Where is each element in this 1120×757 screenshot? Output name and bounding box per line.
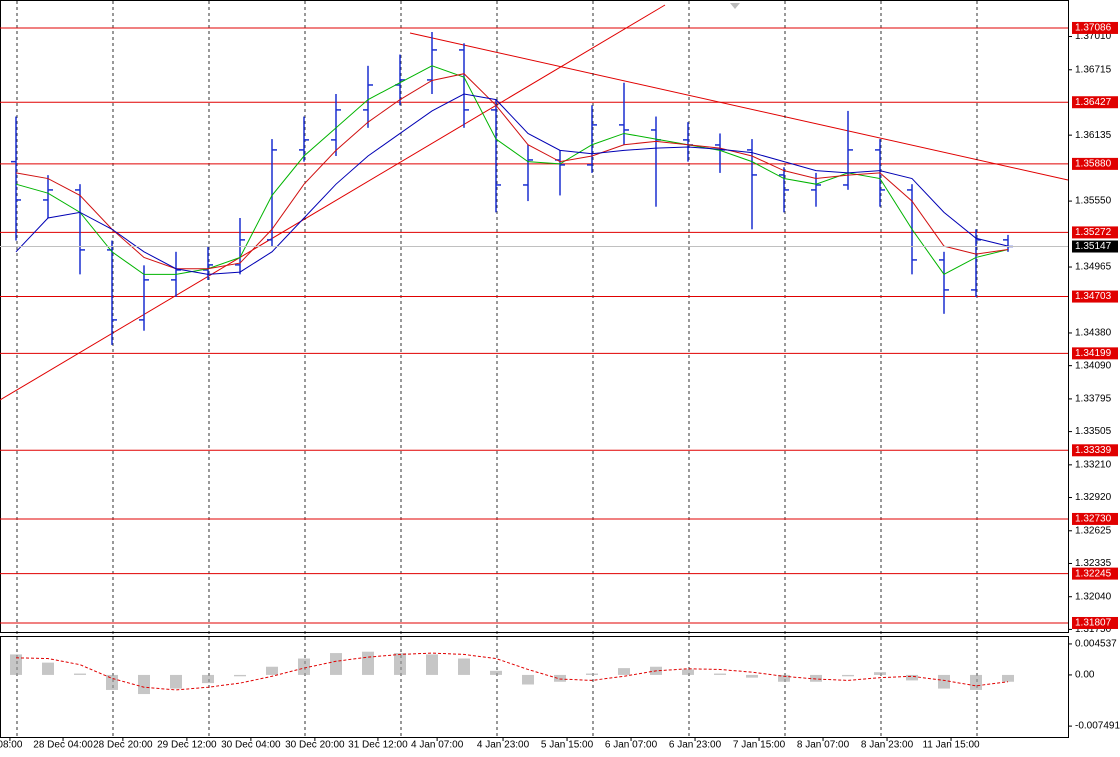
x-tick-label: 5 Jan 15:00 [541, 740, 594, 751]
histogram-bar [842, 674, 854, 677]
level-tag [1072, 567, 1118, 580]
y-tick-label: 1.32335 [1075, 558, 1112, 569]
y-tick-label: -0.007491 [1075, 721, 1120, 732]
histogram-bar [394, 653, 406, 675]
y-tick-label: 1.32040 [1075, 591, 1112, 602]
histogram-bar [938, 674, 950, 689]
x-tick-label: 4 Jan 07:00 [411, 740, 464, 751]
level-tag [1072, 226, 1118, 239]
current-price-label: 1.35147 [1075, 241, 1112, 252]
histogram-bar [522, 674, 534, 685]
histogram-bar [906, 674, 918, 681]
y-tick-label: 1.33795 [1075, 394, 1112, 405]
level-label: 1.33339 [1075, 445, 1112, 456]
histogram-bar [618, 668, 630, 675]
level-tag [1072, 96, 1118, 109]
histogram-bar [682, 669, 694, 675]
y-tick-label: 1.34965 [1075, 262, 1112, 273]
y-tick-label: 1.31750 [1075, 624, 1112, 635]
level-tag [1072, 290, 1118, 303]
level-label: 1.35272 [1075, 227, 1112, 238]
y-tick-label: 0.004537 [1075, 639, 1117, 650]
histogram-bar [586, 673, 598, 675]
histogram-bar [10, 654, 22, 675]
histogram-bar [714, 673, 726, 675]
level-label: 1.35880 [1075, 159, 1112, 170]
y-tick-label: 1.35550 [1075, 196, 1112, 207]
y-tick-label: 1.36135 [1075, 130, 1112, 141]
histogram-bar [298, 658, 310, 675]
trend-line [0, 4, 666, 401]
histogram-bar [490, 670, 502, 675]
histogram-bar [170, 674, 182, 689]
histogram-bar [554, 674, 566, 682]
x-tick-label: 30 Dec 20:00 [285, 740, 345, 751]
histogram-bar [266, 666, 278, 675]
level-label: 1.37086 [1075, 23, 1112, 34]
histogram-bar [234, 674, 246, 677]
level-tag [1072, 21, 1118, 34]
level-tag [1072, 347, 1118, 360]
moving-average [15, 65, 1009, 275]
level-label: 1.34703 [1075, 291, 1112, 302]
x-tick-label: 30 Dec 04:00 [221, 740, 281, 751]
x-tick-label: 29 Dec 12:00 [157, 740, 217, 751]
level-tag [1072, 157, 1118, 170]
moving-average [15, 73, 1009, 270]
level-tag [1072, 512, 1118, 525]
x-tick-label: 11 Jan 15:00 [922, 740, 980, 751]
x-tick-label: 28 Dec 04:00 [33, 740, 93, 751]
x-tick-label: 4 Jan 23:00 [477, 740, 530, 751]
histogram-bar [138, 674, 150, 695]
x-tick-label: 6 Jan 07:00 [605, 740, 658, 751]
y-tick-label: 1.36715 [1075, 64, 1112, 75]
level-tag [1072, 444, 1118, 457]
histogram-bar [778, 674, 790, 682]
x-tick-label: 28 Dec 20:00 [93, 740, 153, 751]
oscillator-frame [0, 636, 1069, 738]
histogram-bar [106, 674, 118, 690]
histogram-bar [42, 662, 54, 675]
y-tick-label: 1.33505 [1075, 426, 1112, 437]
x-tick-label: 7 Jan 15:00 [733, 740, 786, 751]
level-label: 1.34199 [1075, 348, 1112, 359]
signal-line [15, 652, 1009, 691]
current-price-tag [1072, 240, 1118, 253]
y-tick-label: 1.32625 [1075, 525, 1112, 536]
histogram-bar [874, 672, 886, 675]
level-label: 1.32730 [1075, 514, 1112, 525]
histogram-bar [330, 653, 342, 675]
trend-line [409, 32, 1069, 181]
histogram-bar [202, 674, 214, 684]
histogram-bar [970, 674, 982, 690]
y-tick-label: 1.33210 [1075, 459, 1112, 470]
x-tick-label: 8 Jan 23:00 [861, 740, 914, 751]
y-tick-label: 1.34380 [1075, 328, 1112, 339]
level-label: 1.32245 [1075, 568, 1112, 579]
x-tick-label: 08:00 [0, 740, 23, 751]
moving-average [15, 93, 1009, 275]
level-label: 1.31807 [1075, 618, 1112, 629]
histogram-bar [746, 674, 758, 678]
histogram-bar [458, 658, 470, 675]
histogram-bar [1002, 674, 1014, 682]
level-tag [1072, 616, 1118, 629]
histogram-bar [426, 654, 438, 675]
level-label: 1.36427 [1075, 97, 1112, 108]
histogram-bar [362, 651, 374, 675]
x-tick-label: 31 Dec 12:00 [348, 740, 408, 751]
histogram-bar [74, 673, 86, 675]
y-tick-label: 1.32920 [1075, 492, 1112, 503]
y-tick-label: 0.00 [1075, 670, 1095, 681]
histogram-bar [810, 674, 822, 682]
y-tick-label: 1.37010 [1075, 31, 1112, 42]
main-frame [0, 0, 1069, 633]
x-tick-label: 6 Jan 23:00 [669, 740, 722, 751]
x-tick-label: 8 Jan 07:00 [797, 740, 850, 751]
shift-marker [730, 3, 740, 9]
y-tick-label: 1.34090 [1075, 360, 1112, 371]
